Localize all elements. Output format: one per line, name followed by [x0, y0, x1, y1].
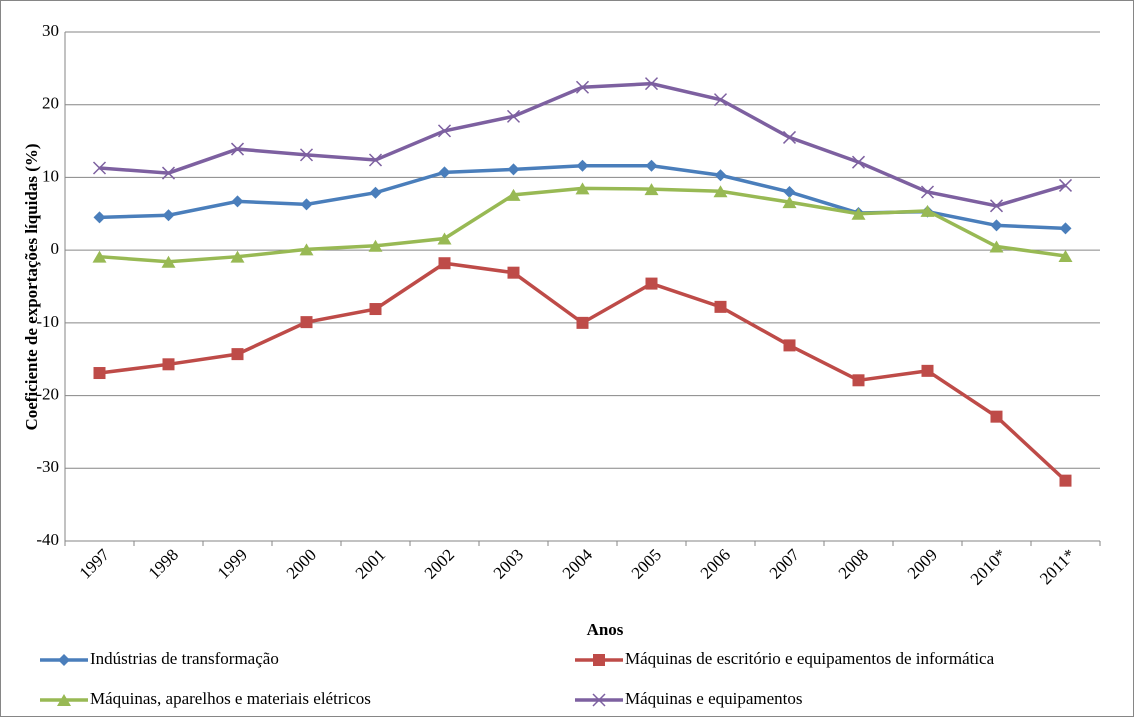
legend-label: Máquinas e equipamentos: [625, 689, 803, 708]
marker: [93, 367, 106, 380]
y-tick-label: -40: [36, 530, 59, 549]
legend-label: Máquinas de escritório e equipamentos de…: [625, 649, 995, 668]
marker: [231, 195, 244, 208]
marker: [299, 148, 314, 162]
marker: [575, 80, 590, 94]
marker: [230, 142, 245, 156]
marker: [299, 243, 314, 256]
marker: [783, 185, 796, 198]
marker: [593, 654, 605, 666]
marker: [645, 277, 658, 290]
marker: [990, 410, 1003, 423]
marker: [437, 124, 452, 138]
marker: [58, 654, 70, 666]
marker: [851, 207, 866, 220]
marker: [989, 240, 1004, 253]
marker: [1059, 222, 1072, 235]
marker: [368, 153, 383, 167]
y-tick-label: -30: [36, 457, 59, 476]
marker: [438, 257, 451, 270]
marker: [231, 348, 244, 361]
marker: [1058, 178, 1073, 192]
marker: [93, 211, 106, 224]
marker: [644, 77, 659, 91]
y-axis-title: Coeficiente de exportações líquidas (%): [22, 143, 41, 430]
marker: [438, 166, 451, 179]
legend-label: Máquinas, aparelhos e materiais elétrico…: [90, 689, 371, 708]
marker: [92, 161, 107, 175]
marker: [506, 188, 521, 201]
x-axis-title: Anos: [587, 620, 624, 639]
marker: [920, 204, 935, 217]
marker: [782, 196, 797, 209]
marker: [369, 186, 382, 199]
marker: [506, 109, 521, 123]
marker: [920, 185, 935, 199]
marker: [300, 316, 313, 329]
y-tick-label: -10: [36, 312, 59, 331]
marker: [576, 159, 589, 172]
marker: [507, 266, 520, 279]
marker: [851, 155, 866, 169]
marker: [1058, 249, 1073, 262]
marker: [990, 219, 1003, 232]
marker: [230, 250, 245, 263]
marker: [437, 232, 452, 245]
y-tick-label: 20: [42, 94, 59, 113]
marker: [592, 693, 606, 707]
marker: [644, 183, 659, 196]
marker: [921, 364, 934, 377]
marker: [161, 166, 176, 180]
marker: [576, 316, 589, 329]
marker: [714, 300, 727, 313]
y-tick-label: 30: [42, 21, 59, 40]
marker: [368, 239, 383, 252]
marker: [852, 374, 865, 387]
marker: [92, 250, 107, 263]
marker: [300, 198, 313, 211]
marker: [161, 255, 176, 268]
marker: [714, 169, 727, 182]
y-tick-label: -20: [36, 384, 59, 403]
legend-label: Indústrias de transformação: [90, 649, 279, 668]
marker: [783, 339, 796, 352]
marker: [989, 199, 1004, 213]
marker: [645, 159, 658, 172]
marker: [57, 694, 71, 706]
marker: [782, 130, 797, 144]
marker: [1059, 474, 1072, 487]
marker: [162, 209, 175, 222]
y-tick-label: 0: [51, 239, 60, 258]
marker: [369, 303, 382, 316]
marker: [162, 358, 175, 371]
marker: [507, 163, 520, 176]
marker: [713, 93, 728, 107]
marker: [575, 182, 590, 195]
y-tick-label: 10: [42, 166, 59, 185]
marker: [713, 185, 728, 198]
